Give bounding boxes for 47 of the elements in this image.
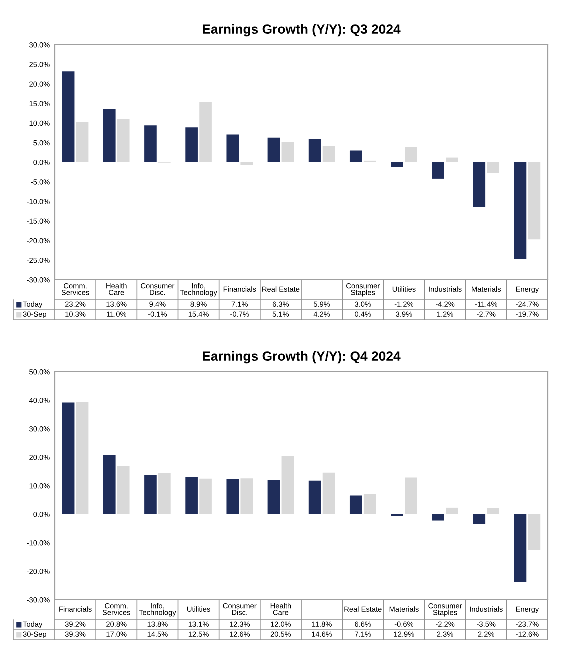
bar: [268, 480, 280, 514]
bar: [514, 514, 527, 582]
bar: [308, 139, 322, 162]
bar: [308, 480, 322, 514]
bar: [268, 138, 280, 162]
chart-title: Earnings Growth (Y/Y): Q4 2024: [203, 351, 401, 364]
bar: [350, 496, 362, 514]
bar: [405, 147, 418, 162]
bar: [282, 456, 294, 514]
bar: [144, 126, 157, 162]
bar: [186, 477, 198, 514]
bar: [76, 122, 89, 162]
bar: [322, 146, 336, 162]
bar: [144, 475, 157, 514]
bar: [76, 402, 89, 514]
bar: [62, 402, 75, 514]
bar: [432, 162, 444, 179]
bar: [364, 494, 376, 514]
bar: [391, 162, 404, 168]
chart-title: Earnings Growth (Y/Y): Q3 2024: [203, 24, 401, 37]
bar: [103, 455, 116, 514]
bar: [240, 162, 254, 166]
bar: [62, 72, 75, 162]
bar: [528, 162, 541, 240]
bar: [432, 514, 444, 521]
bar: [322, 472, 336, 514]
bar: [487, 162, 500, 174]
bar: [473, 514, 486, 524]
bar: [405, 478, 418, 514]
bar: [473, 162, 486, 208]
bar: [528, 514, 541, 550]
bar: [282, 142, 294, 162]
bar: [446, 508, 458, 514]
bar: [240, 478, 254, 514]
bar: [226, 134, 240, 162]
bar: [103, 109, 116, 162]
bar: [158, 473, 171, 514]
bar: [200, 102, 212, 162]
bar: [446, 158, 458, 162]
bar: [117, 119, 130, 162]
bar: [186, 128, 198, 162]
bar: [350, 150, 362, 162]
bar: [226, 479, 240, 514]
bar: [117, 466, 130, 514]
bar: [200, 478, 212, 514]
bar: [514, 162, 527, 260]
bar: [487, 508, 500, 514]
